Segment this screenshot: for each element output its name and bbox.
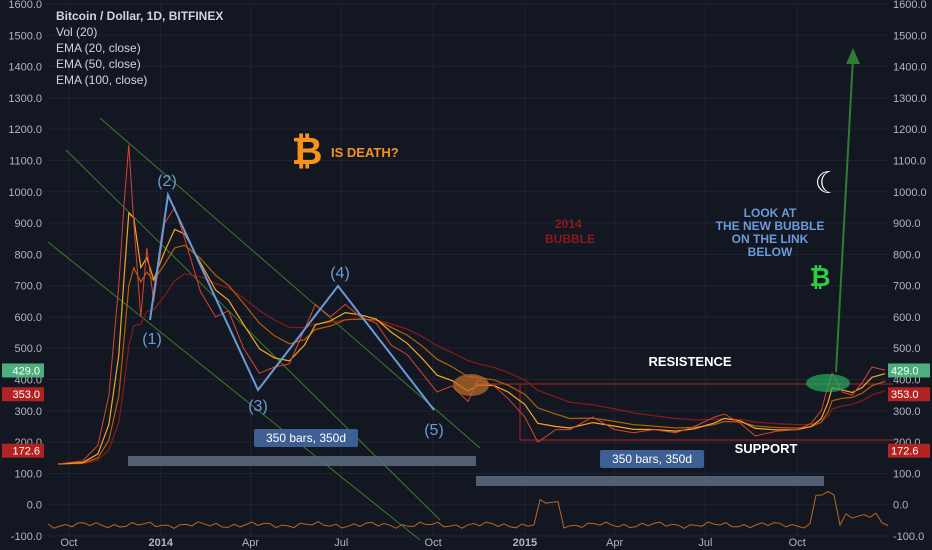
x-tick: Apr: [606, 537, 623, 549]
legend-indicator-ema50[interactable]: EMA (50, close): [56, 57, 141, 71]
x-tick: Oct: [60, 537, 77, 549]
price-tag-bg: [2, 387, 44, 402]
look-at-label: LOOK AT THE NEW BUBBLE ON THE LINK BELOW: [716, 206, 825, 259]
y-axis-right: 1600.0 1500.0 1400.0 1300.0 1200.0 1100.0 1000…: [893, 0, 927, 543]
btc-orange-icon: ₿: [292, 131, 323, 173]
moon-icon: ☾: [815, 167, 842, 200]
volume-series: [47, 490, 889, 529]
wave-label-3: (3): [248, 398, 268, 415]
y-tick-right: 0.0: [893, 500, 908, 512]
y-tick-right: 1300.0: [893, 93, 927, 105]
price-tags: 429.0 429.0 353.0 353.0 172.6 172.6: [2, 363, 930, 458]
y-tick-left: -100.0: [11, 531, 42, 543]
y-tick-right: 800.0: [893, 249, 921, 261]
y-tick-left: 1500.0: [8, 30, 42, 42]
y-tick-left: 900.0: [14, 218, 42, 230]
legend-symbol[interactable]: Bitcoin / Dollar, 1D, BITFINEX: [56, 9, 224, 23]
y-tick-right: 1400.0: [893, 62, 927, 74]
y-tick-right: 1100.0: [893, 155, 926, 167]
y-tick-right: 1200.0: [893, 124, 927, 136]
bubble-ellipse-2015: [806, 374, 850, 392]
y-tick-left: 500.0: [14, 343, 42, 355]
up-arrow: [835, 48, 860, 373]
x-tick: 2015: [513, 537, 537, 549]
y-tick-left: 1100.0: [9, 155, 42, 167]
wave-label-2: (2): [157, 173, 177, 190]
bubble-ellipse-2014: [453, 374, 489, 396]
ema-100-line: [57, 273, 886, 465]
price-tag-bg: [888, 387, 930, 402]
x-tick: 2014: [148, 537, 173, 549]
y-tick-right: 700.0: [893, 281, 921, 293]
bars-label-bg-1: [254, 429, 358, 447]
x-tick: Oct: [425, 537, 442, 549]
y-tick-left: 1200.0: [8, 124, 42, 136]
price-tag-label: 172.6: [891, 446, 919, 458]
bubble-2014-label: 2014 BUBBLE: [545, 217, 595, 246]
descending-channel: [47, 117, 481, 541]
y-tick-left: 1600.0: [8, 0, 42, 11]
bars-label-1: 350 bars, 350d: [266, 431, 346, 445]
price-tag-label: 353.0: [891, 389, 919, 401]
is-death-label: IS DEATH?: [331, 145, 399, 160]
y-tick-right: 1500.0: [893, 30, 927, 42]
btc-green-icon: ₿: [809, 262, 830, 292]
y-tick-right: -100.0: [893, 531, 924, 543]
price-tag-label: 172.6: [12, 446, 40, 458]
y-tick-left: 100.0: [14, 468, 42, 480]
y-tick-left: 1400.0: [8, 62, 42, 74]
price-tag-bg: [2, 443, 44, 458]
x-tick: Jul: [334, 537, 348, 549]
y-axis-left: 1600.0 1500.0 1400.0 1300.0 1200.0 1100.0 1000…: [8, 0, 42, 543]
resistence-label: RESISTENCE: [648, 354, 731, 369]
y-tick-right: 300.0: [893, 406, 921, 418]
price-tag-bg: [2, 363, 44, 378]
x-tick: Jul: [698, 537, 712, 549]
x-tick: Oct: [789, 537, 806, 549]
bars-range-box-2: [476, 476, 824, 486]
y-tick-left: 0.0: [27, 500, 42, 512]
legend-indicator-ema20[interactable]: EMA (20, close): [56, 41, 141, 55]
price-tag-bg: [888, 443, 930, 458]
price-tag-label: 353.0: [12, 389, 40, 401]
bars-label-2: 350 bars, 350d: [612, 452, 692, 466]
y-tick-right: 400.0: [893, 375, 921, 387]
bars-range-box-1: [128, 456, 476, 466]
ema-50-line: [57, 244, 886, 465]
y-tick-right: 900.0: [893, 218, 921, 230]
price-tag-label: 429.0: [891, 365, 919, 377]
legend-indicator-ema100[interactable]: EMA (100, close): [56, 73, 148, 87]
wave-label-1: (1): [142, 331, 162, 348]
price-tag-bg: [888, 363, 930, 378]
y-tick-right: 1000.0: [893, 187, 927, 199]
legend-indicator-vol[interactable]: Vol (20): [56, 25, 98, 39]
price-line: [57, 144, 886, 465]
x-tick: Apr: [242, 537, 259, 549]
price-tag-label: 429.0: [12, 365, 40, 377]
y-tick-left: 400.0: [14, 375, 42, 387]
elliott-wave-path: [149, 191, 435, 411]
y-tick-left: 600.0: [14, 312, 42, 324]
ema-20-line: [57, 211, 886, 465]
y-tick-left: 1000.0: [8, 187, 42, 199]
bars-label-bg-2: [600, 450, 704, 468]
x-axis: Oct 2014 Apr Jul Oct 2015 Apr Jul Oct: [60, 537, 805, 549]
y-tick-left: 1300.0: [8, 93, 42, 105]
y-tick-right: 1600.0: [893, 0, 927, 11]
wave-label-5: (5): [424, 422, 444, 439]
y-tick-right: 100.0: [893, 468, 921, 480]
y-tick-right: 600.0: [893, 312, 921, 324]
wave-label-4: (4): [330, 265, 350, 282]
chart-legend: Bitcoin / Dollar, 1D, BITFINEX Vol (20) …: [56, 8, 223, 88]
y-tick-left: 800.0: [14, 249, 42, 261]
y-tick-left: 700.0: [14, 281, 42, 293]
support-label: SUPPORT: [735, 441, 798, 456]
y-tick-left: 300.0: [14, 406, 42, 418]
y-tick-right: 500.0: [893, 343, 921, 355]
